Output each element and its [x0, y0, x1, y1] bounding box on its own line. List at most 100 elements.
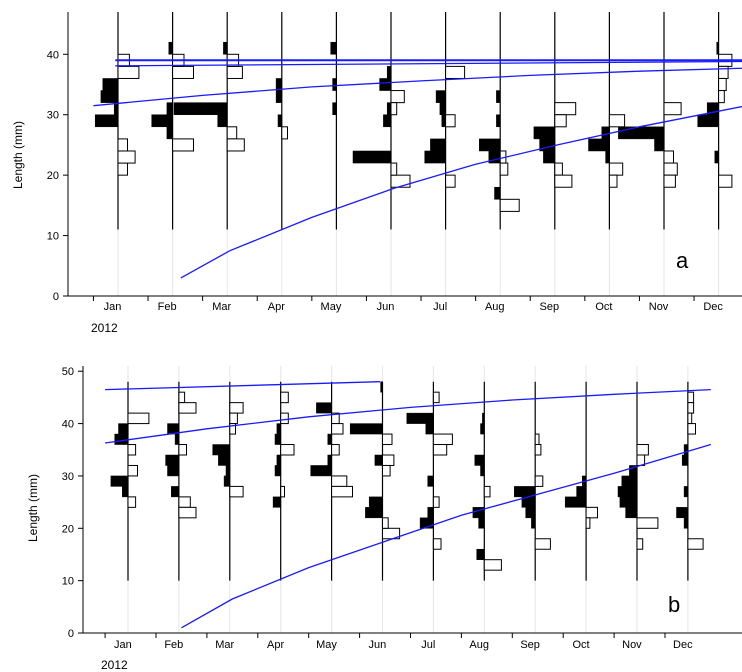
dark-bar: [174, 433, 180, 445]
dark-bar: [564, 496, 587, 508]
light-bar: [172, 138, 195, 152]
light-bar: [390, 162, 398, 176]
light-bar: [382, 464, 391, 477]
light-bar: [432, 496, 440, 508]
panel-b-label: b: [668, 592, 680, 617]
light-bar: [127, 496, 137, 508]
dark-bar: [474, 454, 485, 466]
dark-bar: [383, 114, 392, 128]
x-tick-label-apr: Apr: [268, 301, 285, 313]
histogram-jun: [349, 381, 401, 581]
light-bar: [331, 475, 348, 487]
dark-bar: [166, 102, 173, 115]
light-bar: [608, 174, 618, 188]
x-tick-label-jan: Jan: [114, 639, 132, 651]
histogram-apr: [272, 381, 295, 581]
dark-bar: [435, 90, 446, 103]
dark-bar: [223, 41, 228, 55]
growth-curve-3: [181, 443, 711, 629]
light-bar: [432, 444, 448, 456]
light-bar: [483, 559, 502, 571]
dark-bar: [327, 454, 332, 466]
light-bar: [499, 162, 509, 176]
dark-bar: [716, 41, 719, 55]
dark-bar: [171, 486, 180, 498]
dark-bar: [365, 507, 383, 519]
x-tick-label-dec: Dec: [703, 301, 723, 313]
light-bar: [554, 114, 567, 128]
y-tick-label: 10: [47, 231, 59, 243]
dark-bar: [332, 78, 337, 91]
dark-bar: [654, 138, 665, 152]
y-tick-label: 30: [47, 110, 59, 122]
dark-bar: [681, 454, 689, 466]
dark-bar: [496, 114, 501, 128]
dark-bar: [110, 475, 129, 487]
histogram-dec: [676, 381, 704, 581]
dark-bar: [380, 381, 383, 393]
dark-bar: [332, 102, 337, 115]
dark-bar: [714, 150, 719, 164]
dark-bar: [151, 114, 173, 128]
dark-bar: [327, 433, 332, 445]
light-bar: [382, 454, 395, 466]
y-tick-label: 40: [62, 419, 74, 431]
dark-bar: [543, 150, 556, 164]
light-bar: [663, 174, 676, 188]
x-tick-label-nov: Nov: [649, 301, 669, 313]
dark-bar: [525, 507, 536, 519]
light-bar: [280, 444, 295, 456]
x-tick-label-dec: Dec: [673, 639, 693, 651]
dark-bar: [168, 41, 173, 55]
y-tick-label: 50: [62, 366, 74, 378]
light-bar: [445, 65, 466, 79]
dark-bar: [494, 186, 501, 200]
dark-bar: [386, 102, 392, 115]
dark-bar: [167, 465, 180, 477]
dark-bar: [576, 486, 587, 498]
dark-bar: [218, 454, 231, 466]
dark-bar: [480, 465, 485, 477]
dark-bar: [225, 465, 231, 477]
histogram-aug: [479, 12, 520, 230]
panel-b-year-label: 2012: [101, 658, 128, 672]
dark-bar: [625, 507, 638, 519]
light-bar: [534, 475, 544, 487]
x-tick-label-aug: Aug: [485, 301, 505, 313]
dark-bar: [427, 507, 434, 519]
x-tick-label-apr: Apr: [267, 639, 284, 651]
panel-a-histograms: [94, 12, 733, 230]
light-bar: [534, 538, 551, 550]
panel-a-label: a: [676, 248, 689, 273]
dark-bar: [173, 102, 228, 115]
light-bar: [534, 444, 542, 456]
x-tick-label-feb: Feb: [164, 639, 183, 651]
dark-bar: [113, 102, 119, 115]
light-bar: [280, 412, 289, 425]
y-tick-label: 30: [62, 471, 74, 483]
growth-curve-2: [115, 60, 742, 67]
y-tick-label: 40: [47, 49, 59, 61]
light-bar: [229, 485, 244, 498]
panel-a-y-axis-title: Length (mm): [11, 121, 25, 189]
x-tick-label-jul: Jul: [433, 301, 447, 313]
light-bar: [432, 538, 442, 550]
light-bar: [127, 464, 138, 477]
x-tick-label-aug: Aug: [469, 639, 489, 651]
panel-a-year-label: 2012: [91, 321, 118, 335]
histogram-may: [330, 12, 337, 230]
light-bar: [382, 433, 393, 446]
histogram-nov: [617, 381, 659, 581]
dark-bar: [406, 412, 434, 424]
panel-b-histograms: [110, 381, 704, 581]
light-bar: [636, 444, 649, 456]
dark-bar: [676, 507, 689, 519]
dark-bar: [424, 150, 446, 164]
dark-bar: [482, 412, 485, 424]
histogram-feb: [165, 381, 197, 581]
dark-bar: [223, 475, 231, 487]
dark-bar: [588, 138, 610, 152]
light-bar: [687, 412, 693, 425]
dark-bar: [102, 78, 119, 91]
light-bar: [636, 538, 644, 550]
